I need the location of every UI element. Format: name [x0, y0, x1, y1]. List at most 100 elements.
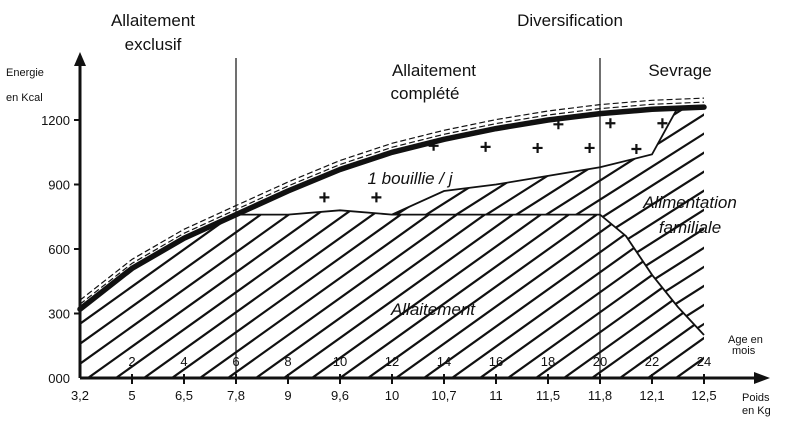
breastfeeding-hatch — [80, 18, 800, 418]
weight-tick-label: 10,7 — [431, 388, 456, 403]
phase-complemented-line1: Allaitement — [392, 61, 476, 80]
energy-need-envelope-outer — [79, 101, 705, 305]
hatch-line — [255, 210, 704, 378]
hatch-line — [419, 107, 704, 335]
hatch-line — [80, 210, 565, 378]
weight-tick-label: 12,5 — [691, 388, 716, 403]
energy-need-envelope-outer-2 — [79, 97, 705, 301]
age-tick-label: 16 — [489, 354, 503, 369]
x-axis-arrow — [754, 372, 770, 384]
y-tick-label: 000 — [48, 371, 70, 386]
y-tick-label: 600 — [48, 242, 70, 257]
energy-need-curve — [77, 104, 707, 312]
weight-unit-line1: Poids — [742, 392, 770, 404]
phase-exclusive-line1: Allaitement — [111, 11, 195, 30]
hatch-line — [392, 107, 581, 335]
plus-marker — [605, 118, 616, 129]
hatch-line — [199, 210, 704, 378]
hatch-line — [392, 107, 401, 335]
weight-tick-label: 3,2 — [71, 388, 89, 403]
hatch-line — [80, 210, 313, 378]
hatch-line — [392, 107, 704, 335]
phase-weaning: Sevrage — [648, 61, 711, 80]
y-tick-label: 1200 — [41, 113, 70, 128]
age-unit-line2: mois — [732, 345, 756, 357]
y-axis-title-line1: Energie — [6, 67, 44, 79]
y-axis-arrow — [74, 52, 86, 66]
weight-tick-label: 11,8 — [588, 388, 612, 403]
age-tick-label: 8 — [284, 354, 291, 369]
breastmilk-energy-curve — [79, 209, 705, 336]
age-tick-label: 20 — [593, 354, 607, 369]
hatch-line — [732, 18, 800, 418]
plus-marker — [480, 141, 491, 152]
hatch-line — [80, 210, 621, 378]
y-tick-label: 300 — [48, 307, 70, 322]
plus-marker — [657, 118, 668, 129]
weight-tick-label: 6,5 — [175, 388, 193, 403]
weight-tick-label: 10 — [385, 388, 399, 403]
plus-marker — [319, 192, 330, 203]
hatch-line — [451, 210, 704, 378]
age-tick-label: 14 — [437, 354, 451, 369]
hatch-line — [760, 18, 800, 418]
age-unit-line1: Age en — [728, 334, 763, 346]
age-tick-label: 22 — [645, 354, 659, 369]
age-tick-label: 4 — [180, 354, 187, 369]
weight-tick-label: 12,1 — [639, 388, 664, 403]
hatch-line — [423, 210, 704, 378]
plus-marker — [584, 142, 595, 153]
region-family-food-line1: Alimentation — [642, 193, 737, 212]
weight-tick-label: 5 — [128, 388, 135, 403]
region-family-food-line2: familiale — [659, 218, 721, 237]
age-tick-label: 12 — [385, 354, 399, 369]
phase-diversification: Diversification — [517, 11, 623, 30]
weight-tick-label: 9,6 — [331, 388, 349, 403]
y-tick-label: 900 — [48, 178, 70, 193]
region-porridge-label: 1 bouillie / j — [367, 169, 453, 188]
hatch-line — [0, 60, 310, 390]
phase-complemented-line2: complété — [391, 84, 460, 103]
phase-exclusive-line2: exclusif — [125, 35, 182, 54]
hatch-line — [507, 210, 704, 378]
age-tick-label: 10 — [333, 354, 347, 369]
porridge-boundary-curve — [391, 106, 704, 216]
hatch-line — [283, 210, 704, 378]
weight-tick-label: 9 — [284, 388, 291, 403]
age-tick-label: 6 — [232, 354, 239, 369]
age-tick-label: 2 — [128, 354, 135, 369]
hatch-line — [80, 210, 593, 378]
hatch-line — [171, 210, 704, 378]
age-tick-label: 24 — [697, 354, 711, 369]
hatch-line — [563, 210, 704, 378]
hatch-line — [80, 210, 425, 378]
hatch-line — [591, 210, 704, 378]
hatch-line — [535, 210, 704, 378]
hatch-line — [227, 210, 704, 378]
region-breastfeeding-label: Allaitement — [390, 300, 476, 319]
weight-unit-line2: en Kg — [742, 405, 771, 417]
hatch-line — [392, 107, 704, 335]
hatch-line — [143, 210, 704, 378]
weight-tick-label: 11,5 — [536, 388, 560, 403]
series-layer — [77, 97, 707, 336]
hatch-line — [788, 18, 800, 418]
hatch-line — [392, 107, 671, 335]
plus-marker — [371, 192, 382, 203]
weight-tick-label: 11 — [489, 388, 503, 403]
plus-marker — [532, 142, 543, 153]
hatch-line — [87, 210, 649, 378]
hatch-line — [392, 107, 704, 335]
tick-layer: 000 300 600 900 1200 3,2 2 5 4 6,5 6 7,8 8 9 10 9,6 12 10… — [41, 113, 717, 403]
plus-marker — [631, 144, 642, 155]
hatch-line — [115, 210, 677, 378]
weight-tick-label: 7,8 — [227, 388, 245, 403]
age-tick-label: 18 — [541, 354, 555, 369]
hatch-line — [479, 210, 704, 378]
hatch-line — [311, 210, 704, 378]
y-axis-title-line2: en Kcal — [6, 92, 43, 104]
hatch-line — [80, 210, 537, 378]
hatch-line — [0, 60, 370, 390]
